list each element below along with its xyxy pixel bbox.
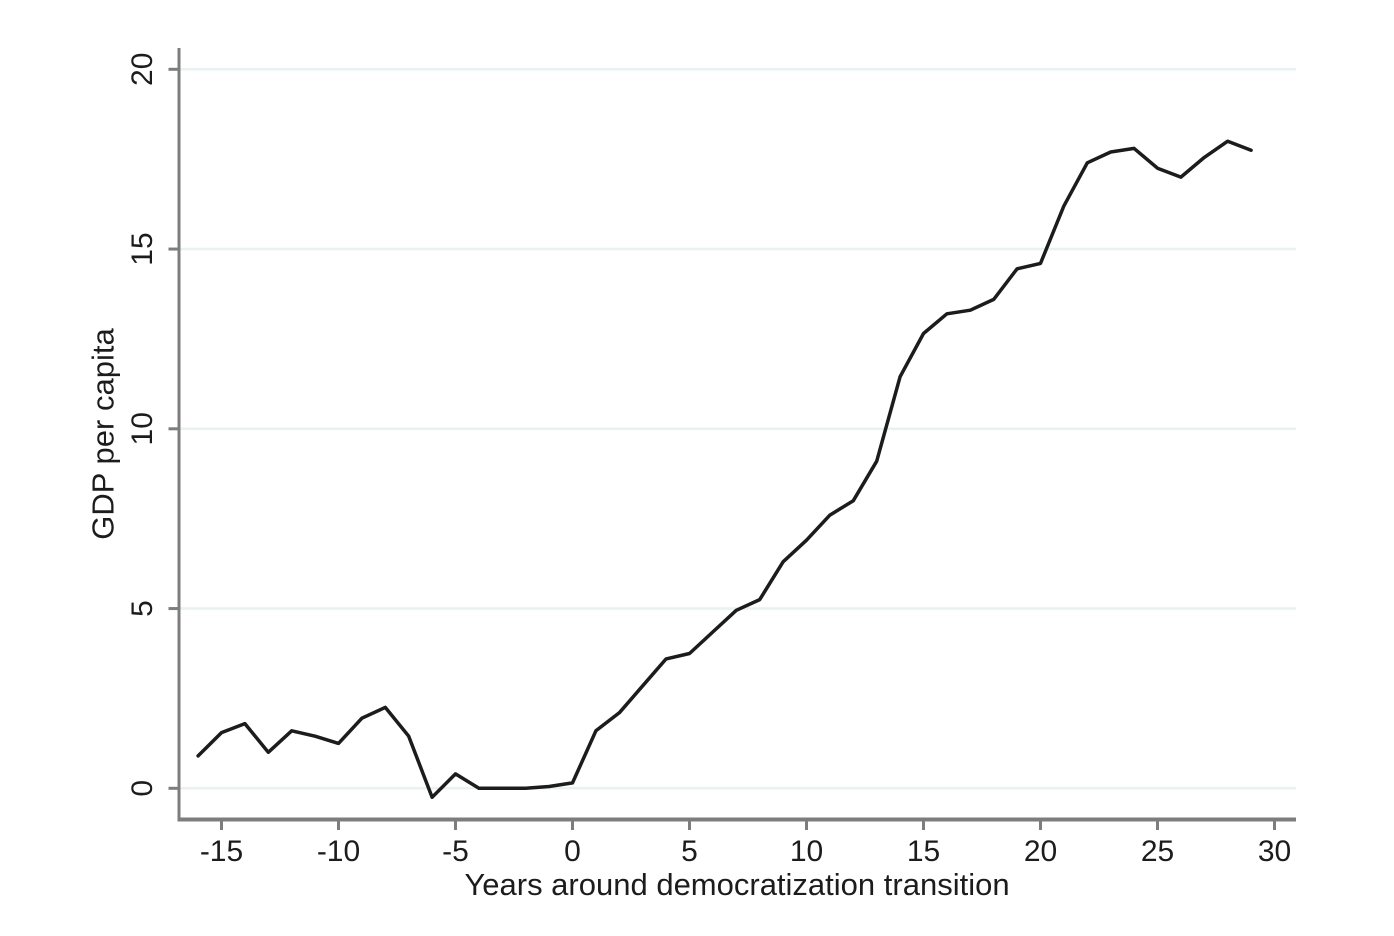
x-tick-label-15: 15: [907, 835, 940, 868]
x-tick-label--10: -10: [317, 835, 360, 868]
x-tick-label-10: 10: [790, 835, 823, 868]
y-axis-title: GDP per capita: [85, 328, 121, 540]
x-tick-label-30: 30: [1258, 835, 1291, 868]
gdp-series-line: [196, 139, 1253, 800]
x-tick-label-25: 25: [1141, 835, 1174, 868]
x-tick-label-0: 0: [564, 835, 581, 868]
x-tick-label-20: 20: [1024, 835, 1057, 868]
x-tick-label--5: -5: [442, 835, 469, 868]
y-tick-label-5: 5: [126, 600, 159, 617]
y-tick-label-0: 0: [126, 780, 159, 797]
x-tick-label-5: 5: [681, 835, 698, 868]
x-axis-title: Years around democratization transition: [464, 867, 1010, 902]
y-tick-label-20: 20: [126, 53, 159, 86]
x-tick-label--15: -15: [200, 835, 243, 868]
y-tick-label-15: 15: [126, 232, 159, 265]
y-tick-label-10: 10: [126, 412, 159, 445]
